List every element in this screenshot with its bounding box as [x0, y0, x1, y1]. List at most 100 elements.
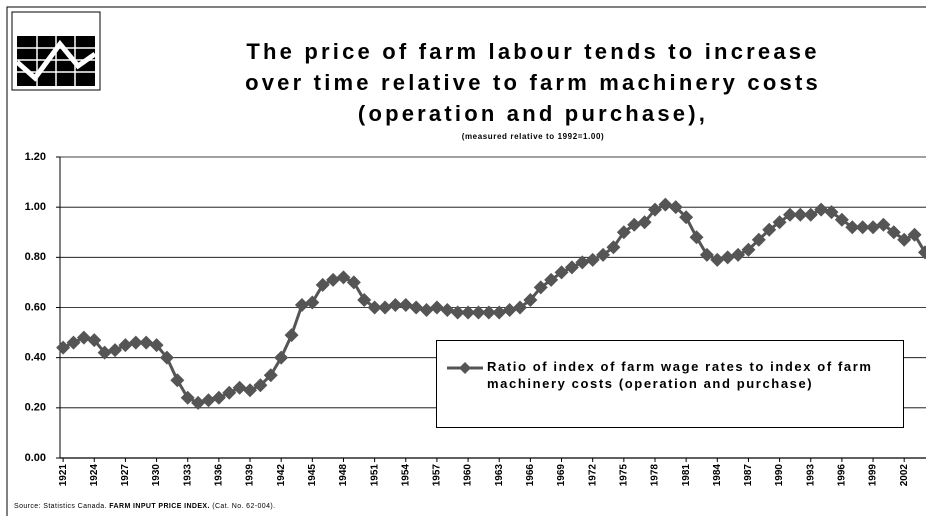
data-point	[139, 335, 154, 350]
data-point	[118, 338, 133, 353]
data-point	[731, 247, 746, 262]
data-point	[481, 305, 496, 320]
x-tick-label: 1999	[868, 464, 879, 487]
data-point	[87, 333, 102, 348]
data-point	[56, 340, 71, 355]
data-point	[232, 380, 247, 395]
chart-title: The price of farm labour tends to increa…	[246, 39, 819, 64]
data-point	[398, 297, 413, 312]
data-point	[149, 338, 164, 353]
data-point	[367, 300, 382, 315]
x-tick-label: 1987	[743, 464, 754, 487]
x-tick-label: 1975	[618, 464, 629, 487]
data-point	[326, 272, 341, 287]
data-point	[845, 220, 860, 235]
data-point	[346, 275, 361, 290]
x-tick-label: 1966	[525, 464, 536, 487]
data-point	[201, 393, 216, 408]
data-point	[108, 343, 123, 358]
data-point	[294, 297, 309, 312]
x-tick-label: 1990	[774, 464, 785, 487]
y-tick-label: 1.00	[25, 201, 46, 213]
x-tick-label: 1942	[276, 464, 287, 487]
data-point	[253, 378, 268, 393]
data-point	[762, 222, 777, 237]
y-tick-label: 0.60	[25, 301, 46, 313]
data-point	[159, 350, 174, 365]
data-point	[512, 300, 527, 315]
x-tick-label: 1993	[805, 464, 816, 487]
source-text: (Cat. No. 62-004).	[212, 503, 276, 510]
source-text: Source: Statistics Canada.	[14, 503, 107, 510]
data-point	[388, 297, 403, 312]
x-tick-label: 1933	[182, 464, 193, 487]
y-tick-label: 0.00	[25, 452, 46, 464]
x-tick-label: 1984	[712, 464, 723, 487]
x-tick-label: 1972	[587, 464, 598, 487]
x-tick-label: 1927	[120, 464, 131, 487]
data-point	[564, 260, 579, 275]
x-tick-label: 1960	[463, 464, 474, 487]
data-point	[222, 385, 237, 400]
data-point	[440, 303, 455, 318]
x-tick-label: 1981	[681, 464, 692, 487]
data-point	[502, 303, 517, 318]
x-tick-label: 1951	[369, 464, 380, 487]
data-point	[429, 300, 444, 315]
x-tick-label: 1936	[214, 464, 225, 487]
data-point	[834, 212, 849, 227]
data-point	[741, 242, 756, 257]
x-tick-label: 1924	[89, 464, 100, 487]
data-point	[357, 292, 372, 307]
data-point	[315, 277, 330, 292]
data-point	[876, 217, 891, 232]
data-point	[866, 220, 881, 235]
data-point	[897, 232, 912, 247]
data-point	[793, 207, 808, 222]
data-point	[803, 207, 818, 222]
data-point	[907, 227, 922, 242]
data-point	[668, 200, 683, 215]
y-tick-label: 1.20	[25, 151, 46, 163]
data-point	[284, 328, 299, 343]
data-point	[772, 215, 787, 230]
chart-subtitle: (measured relative to 1992=1.00)	[462, 132, 605, 141]
data-point	[720, 250, 735, 265]
source-note: Source: Statistics Canada. FARM INPUT PR…	[14, 503, 275, 510]
data-point	[409, 300, 424, 315]
data-point	[679, 210, 694, 225]
data-point	[76, 330, 91, 345]
data-point	[886, 225, 901, 240]
data-point	[211, 390, 226, 405]
y-tick-label: 0.40	[25, 352, 46, 364]
x-tick-label: 1969	[556, 464, 567, 487]
data-point	[616, 225, 631, 240]
data-point	[492, 305, 507, 320]
data-point	[575, 255, 590, 270]
source-text: FARM INPUT PRICE INDEX.	[109, 503, 210, 510]
data-point	[554, 265, 569, 280]
data-point	[97, 345, 112, 360]
y-tick-label: 0.80	[25, 251, 46, 263]
data-point	[710, 252, 725, 267]
x-tick-label: 1978	[650, 464, 661, 487]
data-point	[471, 305, 486, 320]
data-point	[274, 350, 289, 365]
data-point	[263, 368, 278, 383]
data-point	[461, 305, 476, 320]
x-tick-label: 1939	[245, 464, 256, 487]
logo-icon	[11, 11, 101, 91]
x-tick-label: 1957	[432, 464, 443, 487]
data-point	[128, 335, 143, 350]
chart-border	[6, 6, 926, 516]
data-point	[336, 270, 351, 285]
data-point	[606, 240, 621, 255]
data-point	[751, 232, 766, 247]
y-tick-label: 0.20	[25, 402, 46, 414]
chart-title: (operation and purchase),	[358, 101, 708, 126]
data-point	[596, 247, 611, 262]
data-point	[419, 303, 434, 318]
data-point	[824, 205, 839, 220]
data-point	[658, 197, 673, 212]
